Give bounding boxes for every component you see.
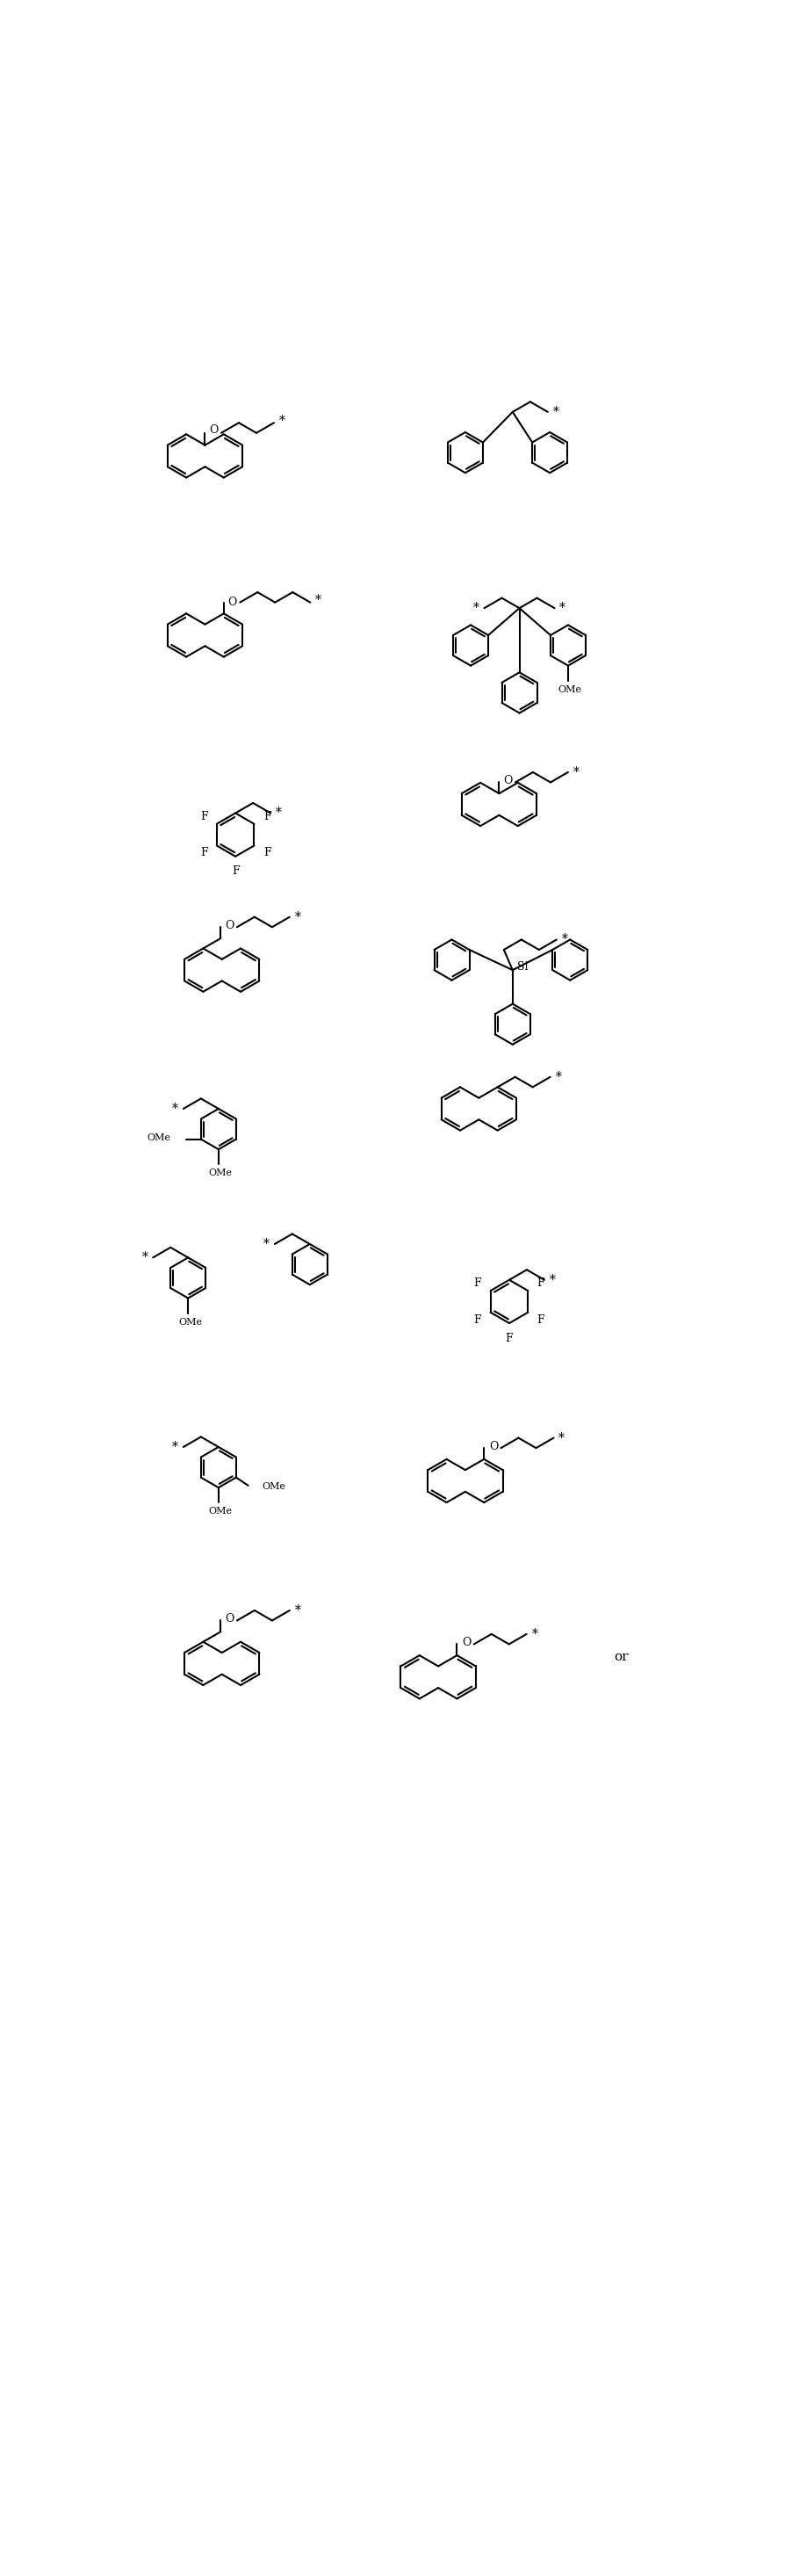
Text: O: O xyxy=(209,425,218,435)
Text: F: F xyxy=(263,848,271,858)
Text: OMe: OMe xyxy=(557,685,582,693)
Text: O: O xyxy=(228,598,237,608)
Text: F: F xyxy=(200,848,207,858)
Text: *: * xyxy=(141,1252,148,1265)
Text: *: * xyxy=(294,912,301,922)
Text: *: * xyxy=(549,1273,555,1285)
Text: *: * xyxy=(559,603,565,613)
Text: F: F xyxy=(536,1314,544,1327)
Text: OMe: OMe xyxy=(209,1170,232,1177)
Text: *: * xyxy=(276,806,281,819)
Text: OMe: OMe xyxy=(178,1316,202,1327)
Text: OMe: OMe xyxy=(209,1507,232,1515)
Text: O: O xyxy=(225,920,234,933)
Text: *: * xyxy=(531,1628,537,1641)
Text: OMe: OMe xyxy=(261,1484,285,1492)
Text: *: * xyxy=(473,603,479,613)
Text: F: F xyxy=(536,1278,544,1288)
Text: *: * xyxy=(279,415,285,428)
Text: O: O xyxy=(225,1613,234,1625)
Text: F: F xyxy=(505,1332,513,1345)
Text: F: F xyxy=(263,811,271,822)
Text: *: * xyxy=(552,407,558,417)
Text: *: * xyxy=(172,1103,178,1115)
Text: *: * xyxy=(558,1432,564,1445)
Text: F: F xyxy=(200,811,207,822)
Text: O: O xyxy=(488,1440,498,1453)
Text: *: * xyxy=(263,1239,269,1249)
Text: O: O xyxy=(502,775,512,786)
Text: *: * xyxy=(555,1072,560,1082)
Text: F: F xyxy=(232,866,239,876)
Text: *: * xyxy=(315,595,321,605)
Text: OMe: OMe xyxy=(147,1133,170,1141)
Text: *: * xyxy=(172,1440,178,1453)
Text: F: F xyxy=(473,1278,481,1288)
Text: *: * xyxy=(561,933,567,945)
Text: or: or xyxy=(613,1651,627,1664)
Text: *: * xyxy=(572,765,579,778)
Text: *: * xyxy=(294,1605,301,1618)
Text: O: O xyxy=(462,1638,470,1649)
Text: F: F xyxy=(473,1314,481,1327)
Text: Si: Si xyxy=(517,961,528,971)
